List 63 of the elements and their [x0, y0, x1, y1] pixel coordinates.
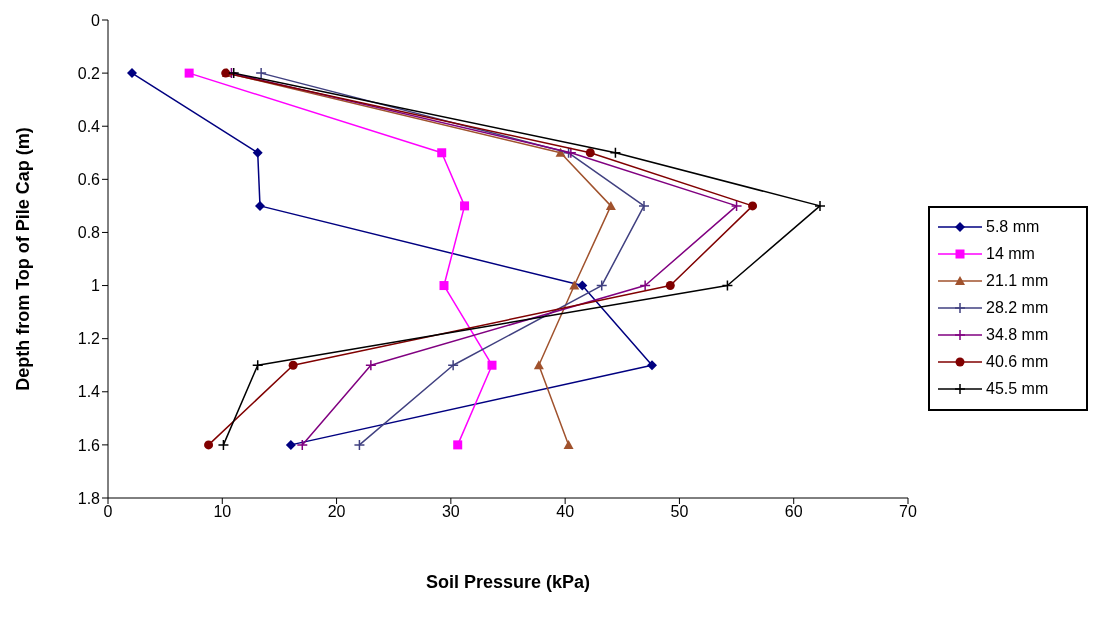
point — [255, 200, 265, 211]
point — [365, 359, 377, 371]
y-tick-label: 1.6 — [77, 436, 101, 454]
point — [730, 200, 743, 212]
point — [585, 148, 595, 158]
y-axis-title: Depth from Top of Pile Cap (m) — [13, 127, 34, 391]
y-tick-label: 1.2 — [77, 330, 101, 348]
point — [595, 279, 608, 292]
x-tick-label: 70 — [899, 503, 917, 521]
point — [184, 68, 194, 78]
legend-label: 21.1 mm — [986, 272, 1049, 290]
y-tick-label: 0 — [91, 11, 101, 29]
point — [605, 200, 616, 210]
x-axis-title: Soil Pressure (kPa) — [425, 572, 591, 592]
legend-label: 45.5 mm — [986, 380, 1049, 398]
y-tick-label: 0.2 — [77, 64, 101, 82]
point — [453, 440, 463, 450]
point — [439, 281, 449, 291]
point — [447, 359, 459, 371]
legend-label: 40.6 mm — [986, 353, 1049, 371]
point — [204, 440, 214, 450]
x-tick-label: 0 — [103, 503, 113, 521]
point — [255, 67, 267, 79]
point — [533, 360, 544, 370]
point — [721, 279, 734, 292]
point — [577, 280, 588, 291]
point — [569, 280, 580, 290]
y-tick-label: 1 — [91, 277, 101, 295]
point — [487, 360, 497, 370]
point — [609, 147, 622, 159]
y-tick-label: 0.6 — [77, 171, 101, 189]
legend-label: 28.2 mm — [986, 299, 1049, 317]
point — [437, 148, 447, 158]
y-tick-label: 0.8 — [77, 224, 101, 242]
legend-label: 34.8 mm — [986, 326, 1049, 344]
point — [563, 439, 574, 449]
point — [252, 147, 263, 158]
point — [814, 200, 826, 212]
x-tick-label: 10 — [213, 503, 232, 521]
point — [217, 439, 230, 451]
point — [251, 359, 264, 371]
y-tick-label: 1.8 — [77, 489, 101, 507]
point — [639, 279, 651, 292]
point — [460, 201, 470, 211]
legend-label: 14 mm — [986, 245, 1035, 263]
x-tick-label: 20 — [327, 503, 346, 521]
y-tick-label: 0.4 — [77, 117, 101, 135]
x-tick-label: 60 — [784, 503, 803, 521]
point — [748, 201, 758, 211]
point — [127, 68, 137, 79]
point — [647, 360, 657, 371]
point — [555, 147, 566, 157]
x-tick-label: 30 — [441, 503, 460, 521]
x-tick-label: 50 — [670, 503, 689, 521]
legend-label: 5.8 mm — [986, 218, 1040, 236]
point — [665, 281, 675, 291]
point — [296, 439, 309, 451]
point — [638, 200, 650, 212]
x-tick-label: 40 — [556, 503, 575, 521]
point — [288, 360, 298, 370]
point — [353, 439, 366, 451]
y-tick-label: 1.4 — [77, 383, 101, 401]
point — [285, 439, 296, 450]
